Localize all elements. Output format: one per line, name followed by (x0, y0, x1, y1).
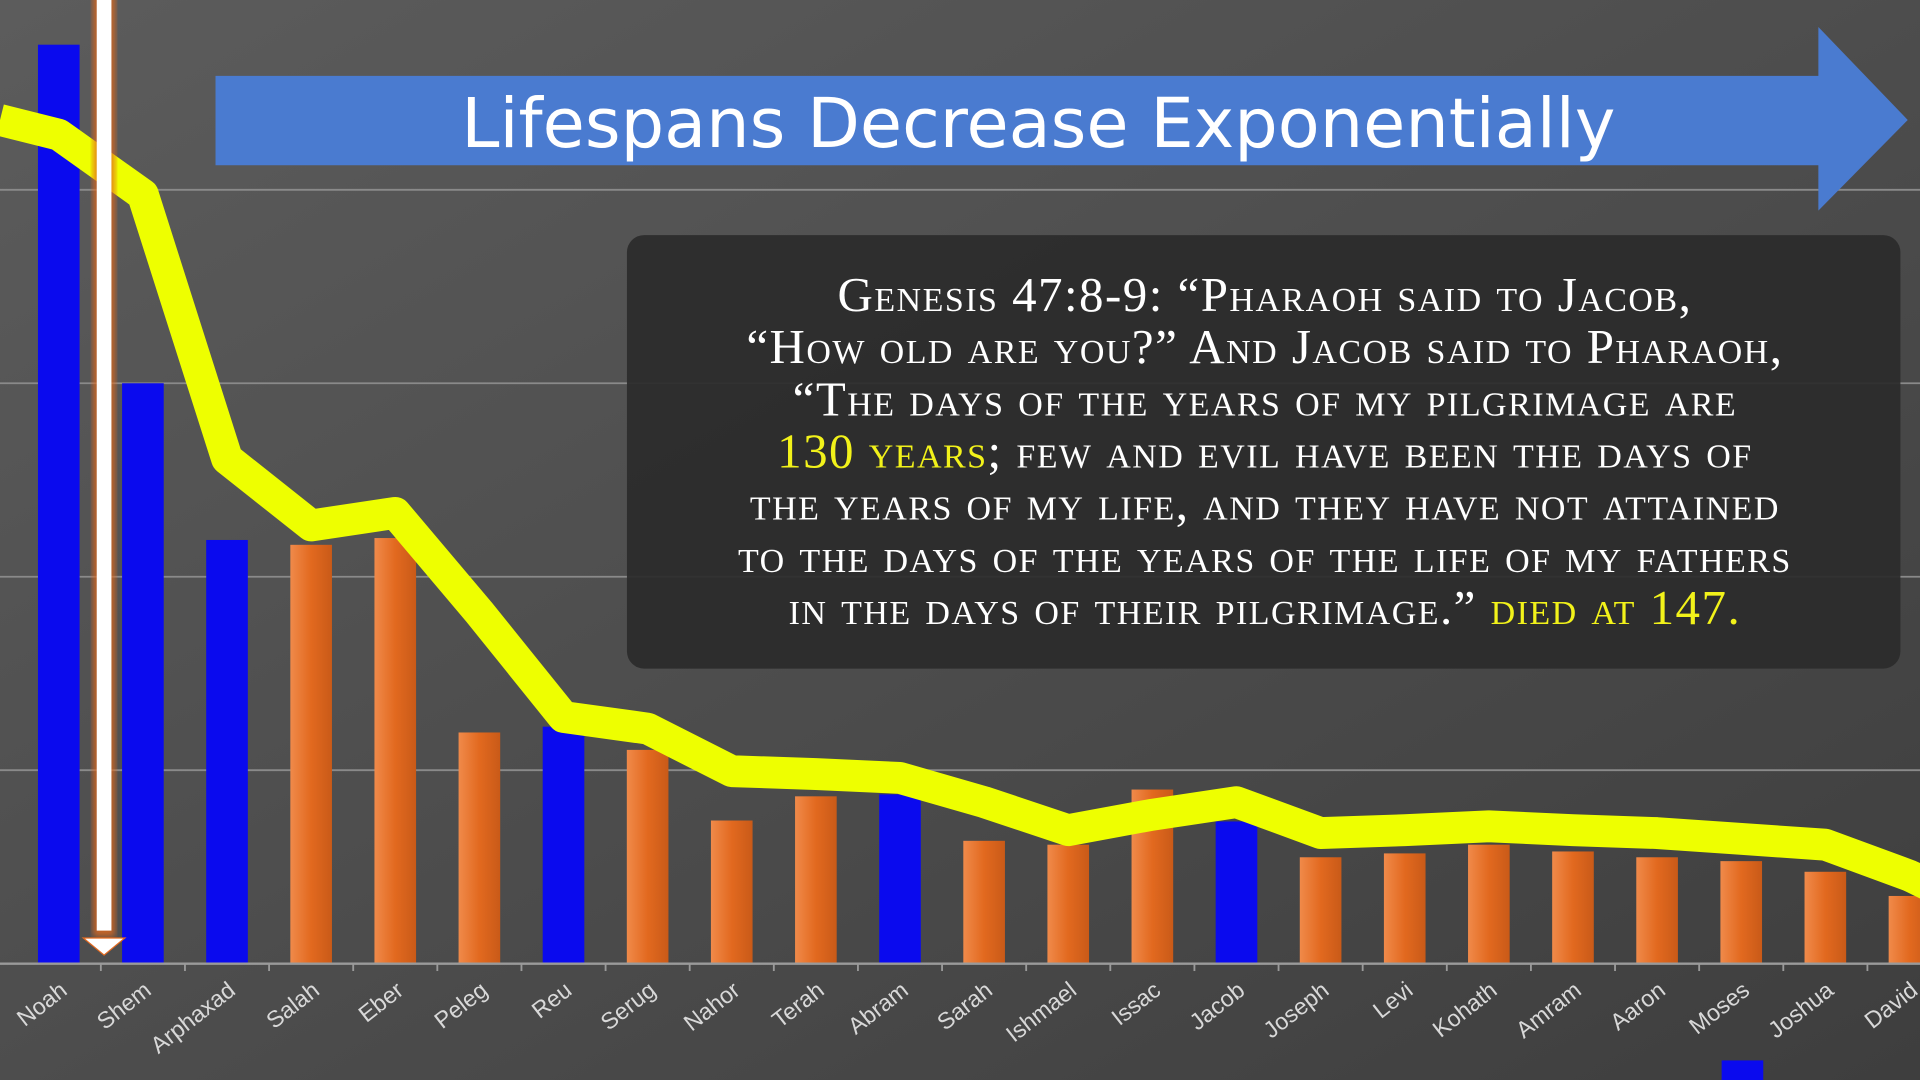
scripture-box: Genesis 47:8-9: “Pharaoh said to Jacob, “… (626, 235, 1901, 669)
passage-text: the years of my life, and they have not … (750, 476, 1780, 531)
x-axis (0, 962, 1920, 972)
passage-line: in the days of their pilgrimage.” died a… (789, 580, 1742, 635)
bar-aaron (1636, 857, 1678, 964)
bar-jacob (1215, 821, 1258, 964)
passage-line: Genesis 47:8-9: “Pharaoh said to Jacob, (837, 267, 1692, 322)
bar-kohath (1468, 844, 1510, 964)
passage-text: “The days of the years of my pilgrimage … (793, 371, 1737, 426)
banner-title: Lifespans Decrease Exponentially (461, 84, 1615, 164)
stray-blue-bar (1721, 1060, 1764, 1080)
passage-text: Genesis 47:8-9: “Pharaoh said to Jacob, (837, 267, 1692, 322)
passage-text: “How old are you?” And Jacob said to Pha… (746, 319, 1783, 374)
passage-line: “The days of the years of my pilgrimage … (793, 371, 1737, 426)
bar-salah (290, 544, 332, 964)
bar-abram (879, 794, 921, 964)
bar-sarah (963, 840, 1005, 964)
title-banner: Lifespans Decrease Exponentially (215, 26, 1908, 211)
right-arrow-banner (215, 26, 1908, 211)
bar-nahor (710, 820, 753, 964)
bar-reu (542, 726, 585, 964)
bar-peleg (458, 732, 501, 964)
bar-david (1888, 895, 1920, 964)
highlighted-text: 130 years (777, 424, 987, 479)
scripture-passage: Genesis 47:8-9: “Pharaoh said to Jacob, “… (738, 267, 1792, 635)
bar-terah (795, 796, 837, 964)
passage-text: to the days of the years of the life of … (738, 528, 1792, 583)
bar-eber (374, 538, 417, 964)
trend-line (0, 104, 1920, 899)
bars (37, 44, 1920, 964)
bar-amram (1552, 851, 1594, 964)
passage-line: 130 years; few and evil have been the da… (777, 424, 1752, 479)
passage-line: the years of my life, and they have not … (750, 476, 1780, 531)
bar-levi (1383, 853, 1426, 964)
passage-text: in the days of their pilgrimage.” (789, 580, 1491, 635)
bar-moses (1720, 861, 1763, 964)
down-arrow-icon (81, 0, 127, 956)
bar-ishmael (1047, 844, 1090, 964)
passage-text: ; few and evil have been the days of (988, 424, 1753, 479)
bar-shem (122, 383, 164, 964)
bar-joseph (1299, 857, 1342, 964)
bar-serug (626, 749, 669, 964)
bar-joshua (1804, 871, 1847, 964)
passage-line: to the days of the years of the life of … (738, 528, 1792, 583)
passage-line: “How old are you?” And Jacob said to Pha… (746, 319, 1783, 374)
bar-arphaxad (206, 539, 248, 964)
bar-noah (37, 44, 80, 964)
highlighted-text: died at 147. (1491, 580, 1742, 635)
